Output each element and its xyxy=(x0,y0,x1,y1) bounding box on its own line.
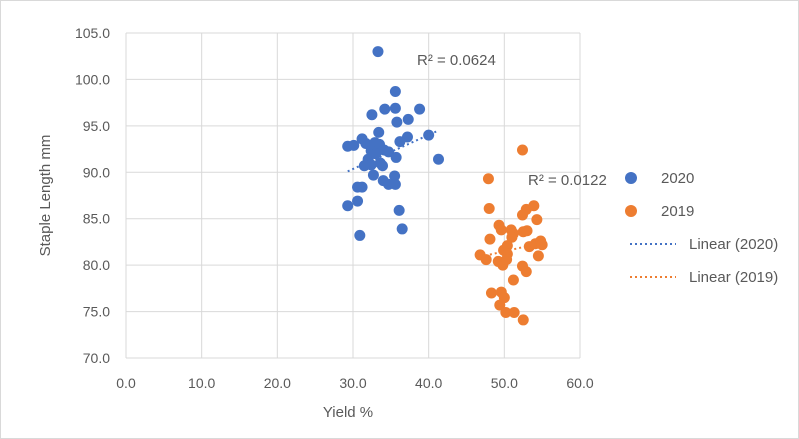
point-2019 xyxy=(506,231,518,243)
point-2019 xyxy=(485,287,497,299)
point-2020 xyxy=(372,46,384,58)
x-tick-label: 0.0 xyxy=(116,375,136,391)
point-2020 xyxy=(389,170,401,182)
point-2019 xyxy=(531,214,543,226)
x-axis-title: Yield % xyxy=(323,404,373,421)
legend: 2020 2019 Linear (2020) Linear (2019) xyxy=(625,170,778,286)
point-2020 xyxy=(389,102,401,114)
y-tick-label: 90.0 xyxy=(83,164,110,180)
legend-label: 2020 xyxy=(661,170,694,187)
point-2020 xyxy=(433,153,445,165)
trendline-2019 xyxy=(479,241,543,258)
point-2020 xyxy=(365,159,377,171)
x-tick-labels: 0.0 10.0 20.0 30.0 40.0 50.0 60.0 xyxy=(116,375,594,391)
point-2020 xyxy=(391,116,403,128)
r-squared-annotations: R² = 0.0624 R² = 0.0122 xyxy=(417,52,607,189)
x-tick-label: 60.0 xyxy=(566,375,593,391)
point-2020 xyxy=(352,181,364,193)
x-tick-label: 30.0 xyxy=(339,375,366,391)
point-2020 xyxy=(394,136,406,148)
point-2020 xyxy=(342,140,354,152)
y-tick-label: 105.0 xyxy=(75,25,110,41)
y-tick-label: 100.0 xyxy=(75,71,110,87)
y-axis-title: Staple Length mm xyxy=(37,135,54,257)
legend-marker-2019 xyxy=(625,205,637,217)
point-2019 xyxy=(521,225,533,237)
point-2019 xyxy=(500,307,512,318)
point-2020 xyxy=(402,113,414,125)
point-2020 xyxy=(390,151,402,163)
point-2019 xyxy=(508,307,520,318)
legend-marker-2020 xyxy=(625,172,637,184)
point-2019 xyxy=(517,314,529,326)
point-2020 xyxy=(389,178,401,190)
y-tick-label: 95.0 xyxy=(83,118,110,134)
point-2020 xyxy=(389,86,401,97)
legend-label: 2019 xyxy=(661,203,694,220)
point-2020 xyxy=(414,103,426,115)
point-2020 xyxy=(366,109,378,121)
y-tick-label: 70.0 xyxy=(83,350,110,366)
point-2019 xyxy=(484,233,496,245)
point-2020 xyxy=(367,169,379,181)
point-2020 xyxy=(354,229,366,241)
point-2020 xyxy=(373,126,385,138)
r-squared-label: R² = 0.0624 xyxy=(417,52,496,69)
point-2019 xyxy=(528,200,540,212)
legend-trendline-label: Linear (2019) xyxy=(689,269,778,286)
point-2020 xyxy=(423,129,435,141)
x-tick-label: 40.0 xyxy=(415,375,442,391)
point-2020 xyxy=(342,200,354,212)
point-2019 xyxy=(501,254,513,266)
x-tick-label: 50.0 xyxy=(491,375,518,391)
x-tick-label: 20.0 xyxy=(264,375,291,391)
point-2020 xyxy=(383,146,395,158)
point-2019 xyxy=(495,224,507,236)
point-2020 xyxy=(352,195,364,207)
point-2019 xyxy=(532,250,544,262)
point-2020 xyxy=(393,204,405,216)
y-tick-label: 85.0 xyxy=(83,211,110,227)
y-tick-label: 75.0 xyxy=(83,304,110,320)
point-2019 xyxy=(536,239,548,251)
r-squared-label: R² = 0.0122 xyxy=(528,172,607,189)
point-2019 xyxy=(480,254,492,266)
point-2019 xyxy=(516,209,528,221)
point-2020 xyxy=(396,223,408,235)
point-2019 xyxy=(494,299,506,311)
x-tick-label: 10.0 xyxy=(188,375,215,391)
point-2020 xyxy=(377,160,389,172)
point-2019 xyxy=(516,144,528,156)
point-2020 xyxy=(379,103,391,115)
point-2019 xyxy=(520,266,532,278)
point-2019 xyxy=(483,203,495,214)
legend-trendline-label: Linear (2020) xyxy=(689,236,778,253)
y-tick-label: 80.0 xyxy=(83,257,110,273)
point-2019 xyxy=(482,173,494,185)
data-points xyxy=(342,46,548,326)
point-2020 xyxy=(370,148,382,160)
point-2019 xyxy=(507,274,519,286)
y-tick-labels: 70.0 75.0 80.0 85.0 90.0 95.0 100.0 105.0 xyxy=(75,25,110,366)
